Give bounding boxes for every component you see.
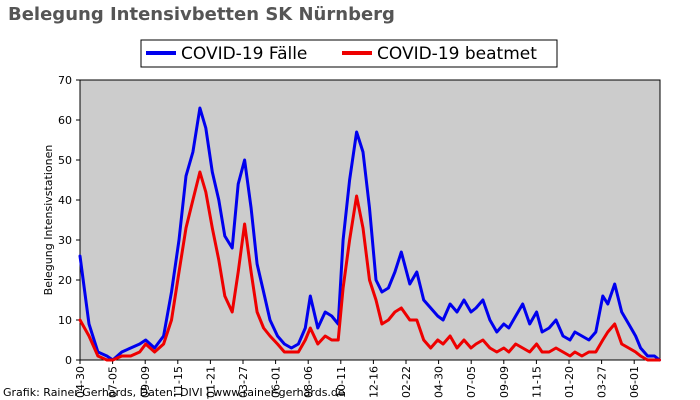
x-tick-label: 07-05 [107,366,120,398]
x-tick-label: 10-11 [335,366,348,398]
x-axis: 04-30 07-05 09-09 11-15 01-21 03-27 06-01 08-06… [74,360,641,398]
x-tick-label: 09-09 [139,366,152,398]
x-tick-label: 11-15 [530,366,543,398]
legend: COVID-19 Fälle COVID-19 beatmet [140,39,558,68]
x-tick-label: 12-16 [367,366,380,398]
x-tick-label: 01-21 [204,366,217,398]
y-axis-label: Belegung Intensivstationen [42,145,55,296]
legend-label-faelle: COVID-19 Fälle [181,44,307,64]
x-tick-label: 06-01 [628,366,641,398]
series-line-beatmet [78,170,661,362]
y-tick-label: 30 [58,234,72,247]
y-tick-label: 0 [65,354,72,367]
x-tick-label: 04-30 [74,366,87,398]
x-tick-label: 06-01 [270,366,283,398]
x-tick-label: 03-27 [237,366,250,398]
chart-title: Belegung Intensivbetten SK Nürnberg [8,4,395,25]
credit-text: Grafik: Rainer Gerhards, Daten: DIVI | w… [3,386,345,399]
y-tick-label: 20 [58,274,72,287]
series-line-faelle [78,106,661,362]
series-layer [78,106,661,362]
y-tick-label: 70 [58,74,72,87]
legend-label-beatmet: COVID-19 beatmet [377,44,537,64]
y-tick-label: 40 [58,194,72,207]
y-axis: 0 10 20 30 40 50 60 70 [58,74,80,367]
x-tick-label: 09-09 [498,366,511,398]
x-tick-label: 08-06 [302,366,315,398]
x-tick-label: 02-22 [400,366,413,398]
x-tick-label: 01-20 [563,366,576,398]
y-tick-label: 60 [58,114,72,127]
y-tick-label: 50 [58,154,72,167]
x-tick-label: 11-15 [172,366,185,398]
x-tick-label: 07-05 [465,366,478,398]
y-tick-label: 10 [58,314,72,327]
x-tick-label: 04-30 [433,366,446,398]
x-tick-label: 03-27 [596,366,609,398]
